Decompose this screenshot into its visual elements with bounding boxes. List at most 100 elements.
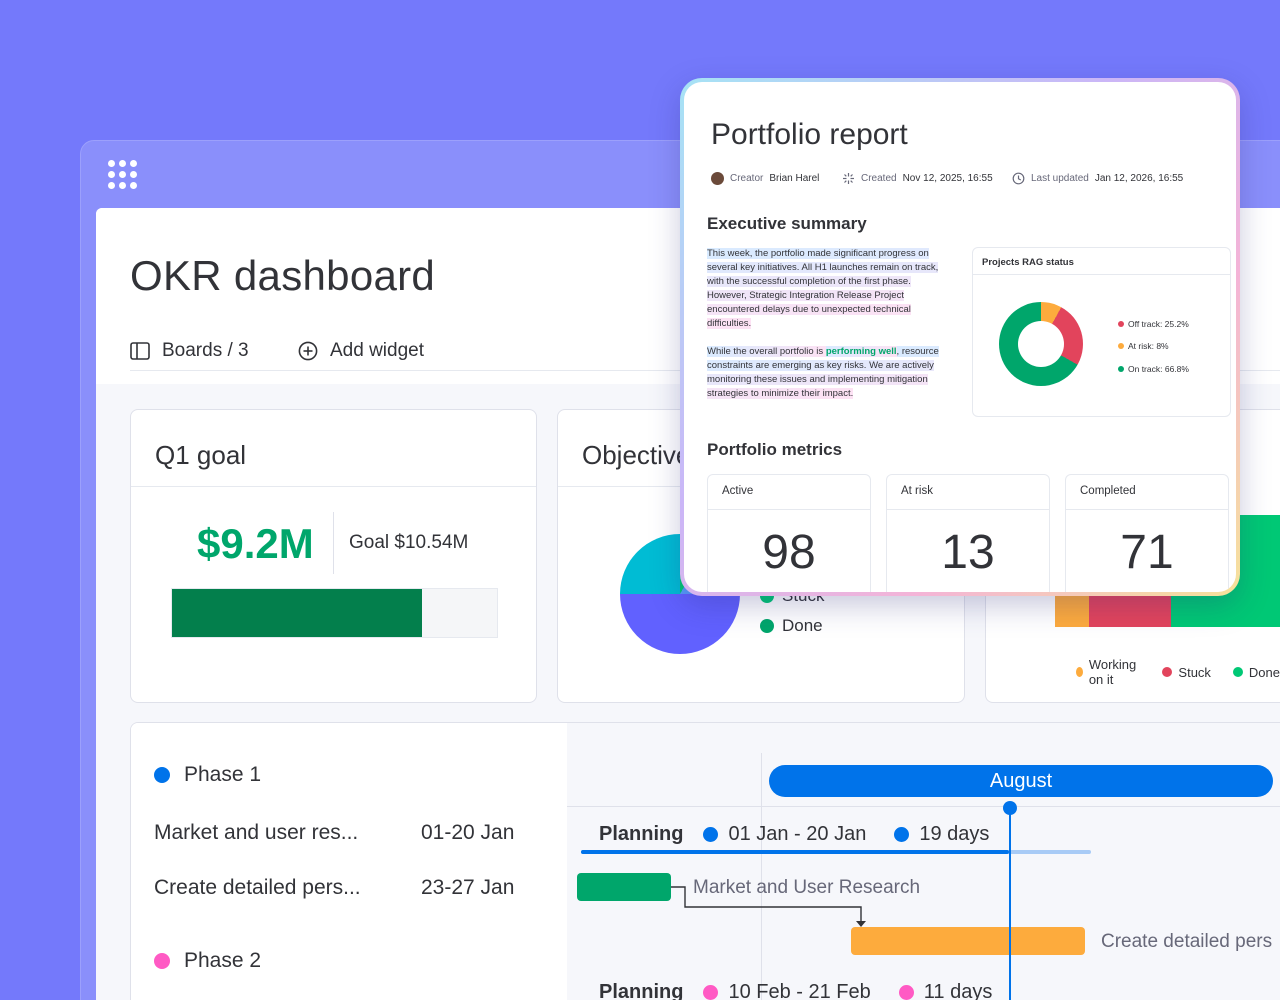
meta-label: Last updated [1031, 173, 1089, 184]
task-name[interactable]: Market and user res... [154, 821, 359, 844]
planning-label: Planning [599, 981, 684, 1000]
goal-current-value: $9.2M [197, 520, 314, 567]
add-widget-button[interactable]: Add widget [298, 340, 424, 362]
metric-value: 13 [941, 526, 995, 579]
gantt-bar-label: Create detailed pers [1101, 931, 1273, 952]
meta-label: Creator [730, 173, 764, 184]
task-date: 01-20 Jan [421, 821, 515, 844]
today-marker-handle[interactable] [1003, 801, 1017, 815]
gantt-bar-personas[interactable] [851, 927, 1085, 955]
goal-progress-fill [172, 589, 423, 637]
metric-at-risk[interactable]: At risk 13 [886, 474, 1050, 592]
summary-paragraph: While the overall portfolio is performin… [707, 345, 942, 401]
planning-progress [581, 850, 1009, 854]
legend-label: On track: 66.8% [1128, 364, 1189, 374]
legend-dot [1232, 667, 1243, 677]
phase-dot [154, 953, 170, 969]
grid-line [567, 806, 1280, 807]
divider [708, 509, 870, 510]
planning-days: 19 days [919, 823, 990, 845]
phase-2[interactable]: Phase 2 [154, 949, 261, 973]
rag-legend-item: At risk: 8% [1118, 341, 1169, 351]
task-date: 23-27 Jan [421, 876, 515, 899]
month-header[interactable]: August [769, 765, 1273, 797]
metric-value: 98 [762, 526, 816, 579]
legend-label: Stuck [1178, 664, 1211, 680]
legend-dot [1118, 366, 1124, 372]
today-marker [1009, 809, 1011, 1000]
legend-label: Done [782, 616, 823, 635]
legend-item: Done [1232, 657, 1280, 687]
legend-label: Working on it [1088, 657, 1137, 687]
rag-title: Projects RAG status [982, 257, 1074, 268]
meta-value: Brian Harel [769, 173, 820, 184]
report-created: Created Nov 12, 2025, 16:55 [842, 172, 993, 185]
gantt-area: August Planning 01 Jan - 20 Jan 19 days … [567, 723, 1280, 1000]
rag-donut-chart [999, 302, 1083, 386]
panel-icon [130, 342, 150, 360]
status-legend: Working on it Stuck Done [1076, 657, 1280, 687]
report-creator: Creator Brian Harel [711, 172, 819, 185]
goal-progress-bar [171, 588, 498, 638]
goal-target: Goal $10.54M [349, 532, 469, 553]
phase-label: Phase 2 [184, 949, 262, 972]
divider [973, 274, 1230, 275]
grid-line [761, 753, 762, 1000]
summary-highlight: performing well [825, 346, 897, 357]
phase-label: Phase 1 [184, 763, 262, 786]
planning-range: 01 Jan - 20 Jan [728, 823, 867, 845]
legend-item-done: Done [760, 616, 823, 636]
report-body: Portfolio report Creator Brian Harel Cre… [684, 82, 1236, 592]
planning-range: 10 Feb - 21 Feb [728, 981, 871, 1000]
rag-legend-item: Off track: 25.2% [1118, 319, 1189, 329]
clock-icon [1012, 172, 1025, 185]
legend-item: Stuck [1162, 657, 1211, 687]
legend-label: Off track: 25.2% [1128, 319, 1189, 329]
legend-dot [1162, 667, 1173, 677]
meta-value: Nov 12, 2025, 16:55 [902, 173, 993, 184]
apps-grid-icon[interactable] [108, 160, 138, 190]
legend-dot [1118, 321, 1124, 327]
portfolio-metrics-heading: Portfolio metrics [707, 440, 843, 459]
dot-icon [898, 985, 914, 1000]
timeline-task-list: Phase 1 Market and user res... 01-20 Jan… [131, 723, 567, 1000]
plus-circle-icon [298, 341, 318, 361]
dot-icon [703, 827, 719, 842]
legend-dot [1076, 667, 1083, 677]
metric-active[interactable]: Active 98 [707, 474, 871, 592]
executive-summary-heading: Executive summary [707, 214, 867, 233]
summary-paragraph: This week, the portfolio made significan… [707, 247, 942, 331]
report-updated: Last updated Jan 12, 2026, 16:55 [1012, 172, 1183, 185]
metric-label: Completed [1080, 485, 1136, 497]
boards-button[interactable]: Boards / 3 [130, 340, 249, 362]
phase-1[interactable]: Phase 1 [154, 763, 261, 787]
metric-label: Active [722, 485, 754, 497]
sparkle-icon [843, 173, 854, 184]
phase-dot [154, 767, 170, 783]
planning-row: Planning 01 Jan - 20 Jan 19 days [599, 823, 989, 846]
portfolio-report-card[interactable]: Portfolio report Creator Brian Harel Cre… [680, 78, 1240, 596]
q1-goal-widget[interactable]: Q1 goal $9.2M Goal $10.54M [130, 409, 537, 703]
metric-value: 71 [1120, 526, 1174, 579]
add-widget-label: Add widget [330, 340, 425, 361]
meta-value: Jan 12, 2026, 16:55 [1094, 173, 1184, 184]
planning-row: Planning 10 Feb - 21 Feb 11 days [599, 981, 992, 1000]
donut-hole [1018, 321, 1064, 367]
summary-text: While the overall portfolio is [707, 346, 826, 357]
divider [333, 512, 334, 574]
metric-completed[interactable]: Completed 71 [1065, 474, 1229, 592]
metric-label: At risk [901, 485, 933, 497]
dot-icon [703, 985, 719, 1000]
rag-status-card[interactable]: Projects RAG status Off track: 25.2% At … [972, 247, 1231, 417]
report-title: Portfolio report [711, 118, 908, 151]
legend-item: Working on it [1076, 657, 1140, 687]
task-name[interactable]: Create detailed pers... [154, 876, 361, 899]
meta-label: Created [861, 173, 897, 184]
summary-text: This week, the portfolio made significan… [707, 248, 939, 329]
widget-title: Q1 goal [155, 440, 247, 470]
divider [1066, 509, 1228, 510]
gantt-bar-market-research[interactable] [577, 873, 671, 901]
boards-label: Boards / 3 [162, 340, 249, 361]
timeline-widget[interactable]: Phase 1 Market and user res... 01-20 Jan… [130, 722, 1280, 1000]
rag-legend-item: On track: 66.8% [1118, 364, 1189, 374]
